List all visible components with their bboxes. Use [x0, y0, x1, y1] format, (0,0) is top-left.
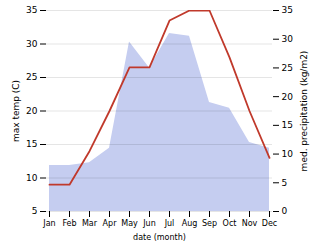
- svg-text:Apr: Apr: [103, 219, 118, 228]
- svg-text:5: 5: [32, 206, 38, 216]
- svg-text:10: 10: [282, 149, 294, 159]
- svg-text:25: 25: [282, 63, 293, 73]
- svg-text:35: 35: [26, 5, 37, 15]
- svg-text:20: 20: [282, 92, 294, 102]
- svg-text:Dec: Dec: [262, 219, 277, 228]
- svg-text:5: 5: [282, 178, 288, 188]
- svg-text:10: 10: [26, 173, 38, 183]
- svg-text:15: 15: [26, 139, 37, 149]
- svg-text:15: 15: [282, 120, 293, 130]
- svg-text:May: May: [121, 219, 138, 228]
- svg-text:Feb: Feb: [62, 219, 76, 228]
- svg-text:Oct: Oct: [223, 219, 237, 228]
- svg-text:Jul: Jul: [164, 219, 175, 228]
- svg-text:date (month): date (month): [133, 233, 186, 242]
- svg-text:Jan: Jan: [42, 219, 55, 228]
- svg-text:med. precipitation (kg/m2): med. precipitation (kg/m2): [299, 51, 309, 172]
- svg-text:30: 30: [282, 34, 294, 44]
- svg-text:max temp (C): max temp (C): [11, 80, 21, 142]
- svg-text:0: 0: [282, 206, 288, 216]
- svg-text:Nov: Nov: [242, 219, 258, 228]
- svg-text:Aug: Aug: [182, 219, 198, 228]
- svg-text:30: 30: [26, 39, 38, 49]
- svg-text:Sep: Sep: [202, 219, 217, 228]
- svg-text:25: 25: [26, 72, 37, 82]
- svg-text:20: 20: [26, 106, 38, 116]
- svg-text:35: 35: [282, 5, 293, 15]
- svg-text:Jun: Jun: [142, 219, 156, 228]
- svg-text:Mar: Mar: [82, 219, 98, 228]
